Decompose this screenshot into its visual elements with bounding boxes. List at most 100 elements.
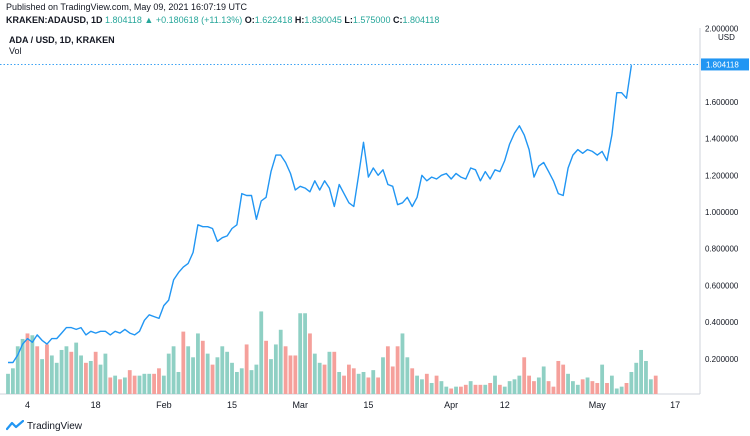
volume-bar — [205, 353, 210, 394]
volume-bar — [468, 381, 473, 394]
volume-bar — [220, 346, 225, 394]
last-price: 1.804118 — [105, 15, 142, 25]
volume-bar — [356, 373, 361, 394]
volume-bar — [580, 379, 585, 394]
volume-bar — [64, 346, 69, 394]
volume-bar — [449, 388, 454, 394]
volume-bar — [186, 346, 191, 394]
volume-bar — [84, 362, 88, 395]
volume-bar — [322, 364, 327, 394]
y-tick-label: 0.800000 — [705, 245, 739, 254]
volume-bar — [45, 344, 49, 394]
volume-bar — [395, 346, 400, 394]
volume-bar — [171, 346, 176, 394]
volume-bar — [434, 375, 439, 394]
volume-bar — [361, 371, 366, 394]
y-tick-label: 2.000000 — [705, 25, 739, 34]
volume-bar — [415, 375, 419, 394]
x-tick-label: 4 — [25, 400, 30, 410]
volume-bar — [595, 382, 600, 394]
volume-bar — [249, 370, 254, 394]
tradingview-brand: TradingView — [27, 420, 83, 432]
volume-bar — [103, 353, 108, 394]
volume-bar — [556, 360, 561, 394]
volume-bar — [614, 388, 619, 394]
volume-bar — [561, 364, 566, 394]
y-tick-label: 0.600000 — [705, 281, 739, 290]
volume-bar — [278, 329, 283, 394]
y-tick-label: 1.200000 — [705, 171, 739, 180]
volume-bar — [20, 338, 25, 394]
volume-bar — [312, 353, 317, 394]
volume-bar — [303, 313, 307, 394]
volume-bar — [40, 359, 44, 394]
volume-bar — [571, 381, 575, 394]
volume-bar — [429, 382, 434, 394]
volume-bar — [473, 384, 478, 394]
volume-bar — [575, 384, 580, 394]
volume-bar — [493, 375, 497, 394]
volume-bar — [283, 346, 288, 394]
y-tick-label: 0.400000 — [705, 318, 739, 327]
x-tick-label: Apr — [444, 400, 458, 410]
volume-bar — [371, 370, 376, 394]
y-tick-label: 1.600000 — [705, 98, 739, 107]
volume-bar — [644, 360, 648, 394]
open-label: O: — [244, 15, 255, 25]
volume-bar — [79, 355, 83, 394]
volume-bar — [161, 375, 166, 394]
volume-bar — [54, 362, 59, 395]
open-value: 1.622418 — [254, 15, 293, 25]
volume-bar — [444, 386, 449, 394]
volume-bar — [327, 351, 332, 394]
volume-bar — [6, 373, 10, 394]
volume-bar — [49, 355, 54, 394]
volume-bar — [230, 362, 234, 395]
volume-bar — [585, 377, 590, 395]
volume-bar — [527, 375, 531, 394]
volume-bar — [69, 351, 74, 394]
low-value: 1.575000 — [352, 15, 391, 25]
volume-bar — [459, 386, 463, 394]
y-tick-label: 1.000000 — [705, 208, 739, 217]
volume-bar — [405, 357, 410, 394]
volume-bar — [400, 333, 405, 394]
volume-bar — [385, 346, 390, 394]
y-tick-label: 0.200000 — [705, 355, 739, 364]
x-tick-label: 15 — [227, 400, 237, 410]
volume-bar — [507, 381, 512, 394]
volume-bar — [59, 349, 64, 394]
volume-bar — [502, 386, 507, 394]
ticker-label: KRAKEN:ADAUSD, 1D — [6, 15, 103, 25]
volume-bar — [15, 346, 20, 394]
volume-bar — [157, 368, 161, 394]
x-tick-label: 15 — [363, 400, 373, 410]
last-price-tag-label: 1.804118 — [706, 60, 739, 69]
low-label: L: — [344, 15, 353, 25]
volume-bar — [25, 333, 30, 394]
volume-bar — [337, 371, 342, 394]
volume-bar — [390, 366, 395, 394]
volume-bar — [351, 368, 356, 394]
volume-bar — [463, 384, 468, 394]
volume-bar — [410, 368, 415, 394]
volume-bar — [376, 377, 381, 395]
y-tick-label: 1.400000 — [705, 135, 739, 144]
volume-bar — [605, 382, 609, 394]
volume-bar — [648, 379, 653, 394]
volume-label: Vol — [9, 46, 22, 56]
volume-bar — [142, 373, 147, 394]
volume-bar — [215, 357, 220, 394]
volume-bar — [590, 381, 595, 394]
x-tick-label: 12 — [500, 400, 510, 410]
volume-bar — [381, 357, 385, 394]
tradingview-footer: TradingView — [6, 420, 82, 432]
volume-bar — [566, 373, 570, 394]
symbol-title: ADA / USD, 1D, KRAKEN — [9, 35, 115, 45]
price-change: +0.180618 (+11.13%) — [155, 15, 243, 25]
volume-bar — [10, 368, 15, 394]
volume-bar — [108, 377, 113, 395]
y-axis-unit: USD — [718, 33, 735, 42]
volume-bar — [653, 375, 658, 394]
